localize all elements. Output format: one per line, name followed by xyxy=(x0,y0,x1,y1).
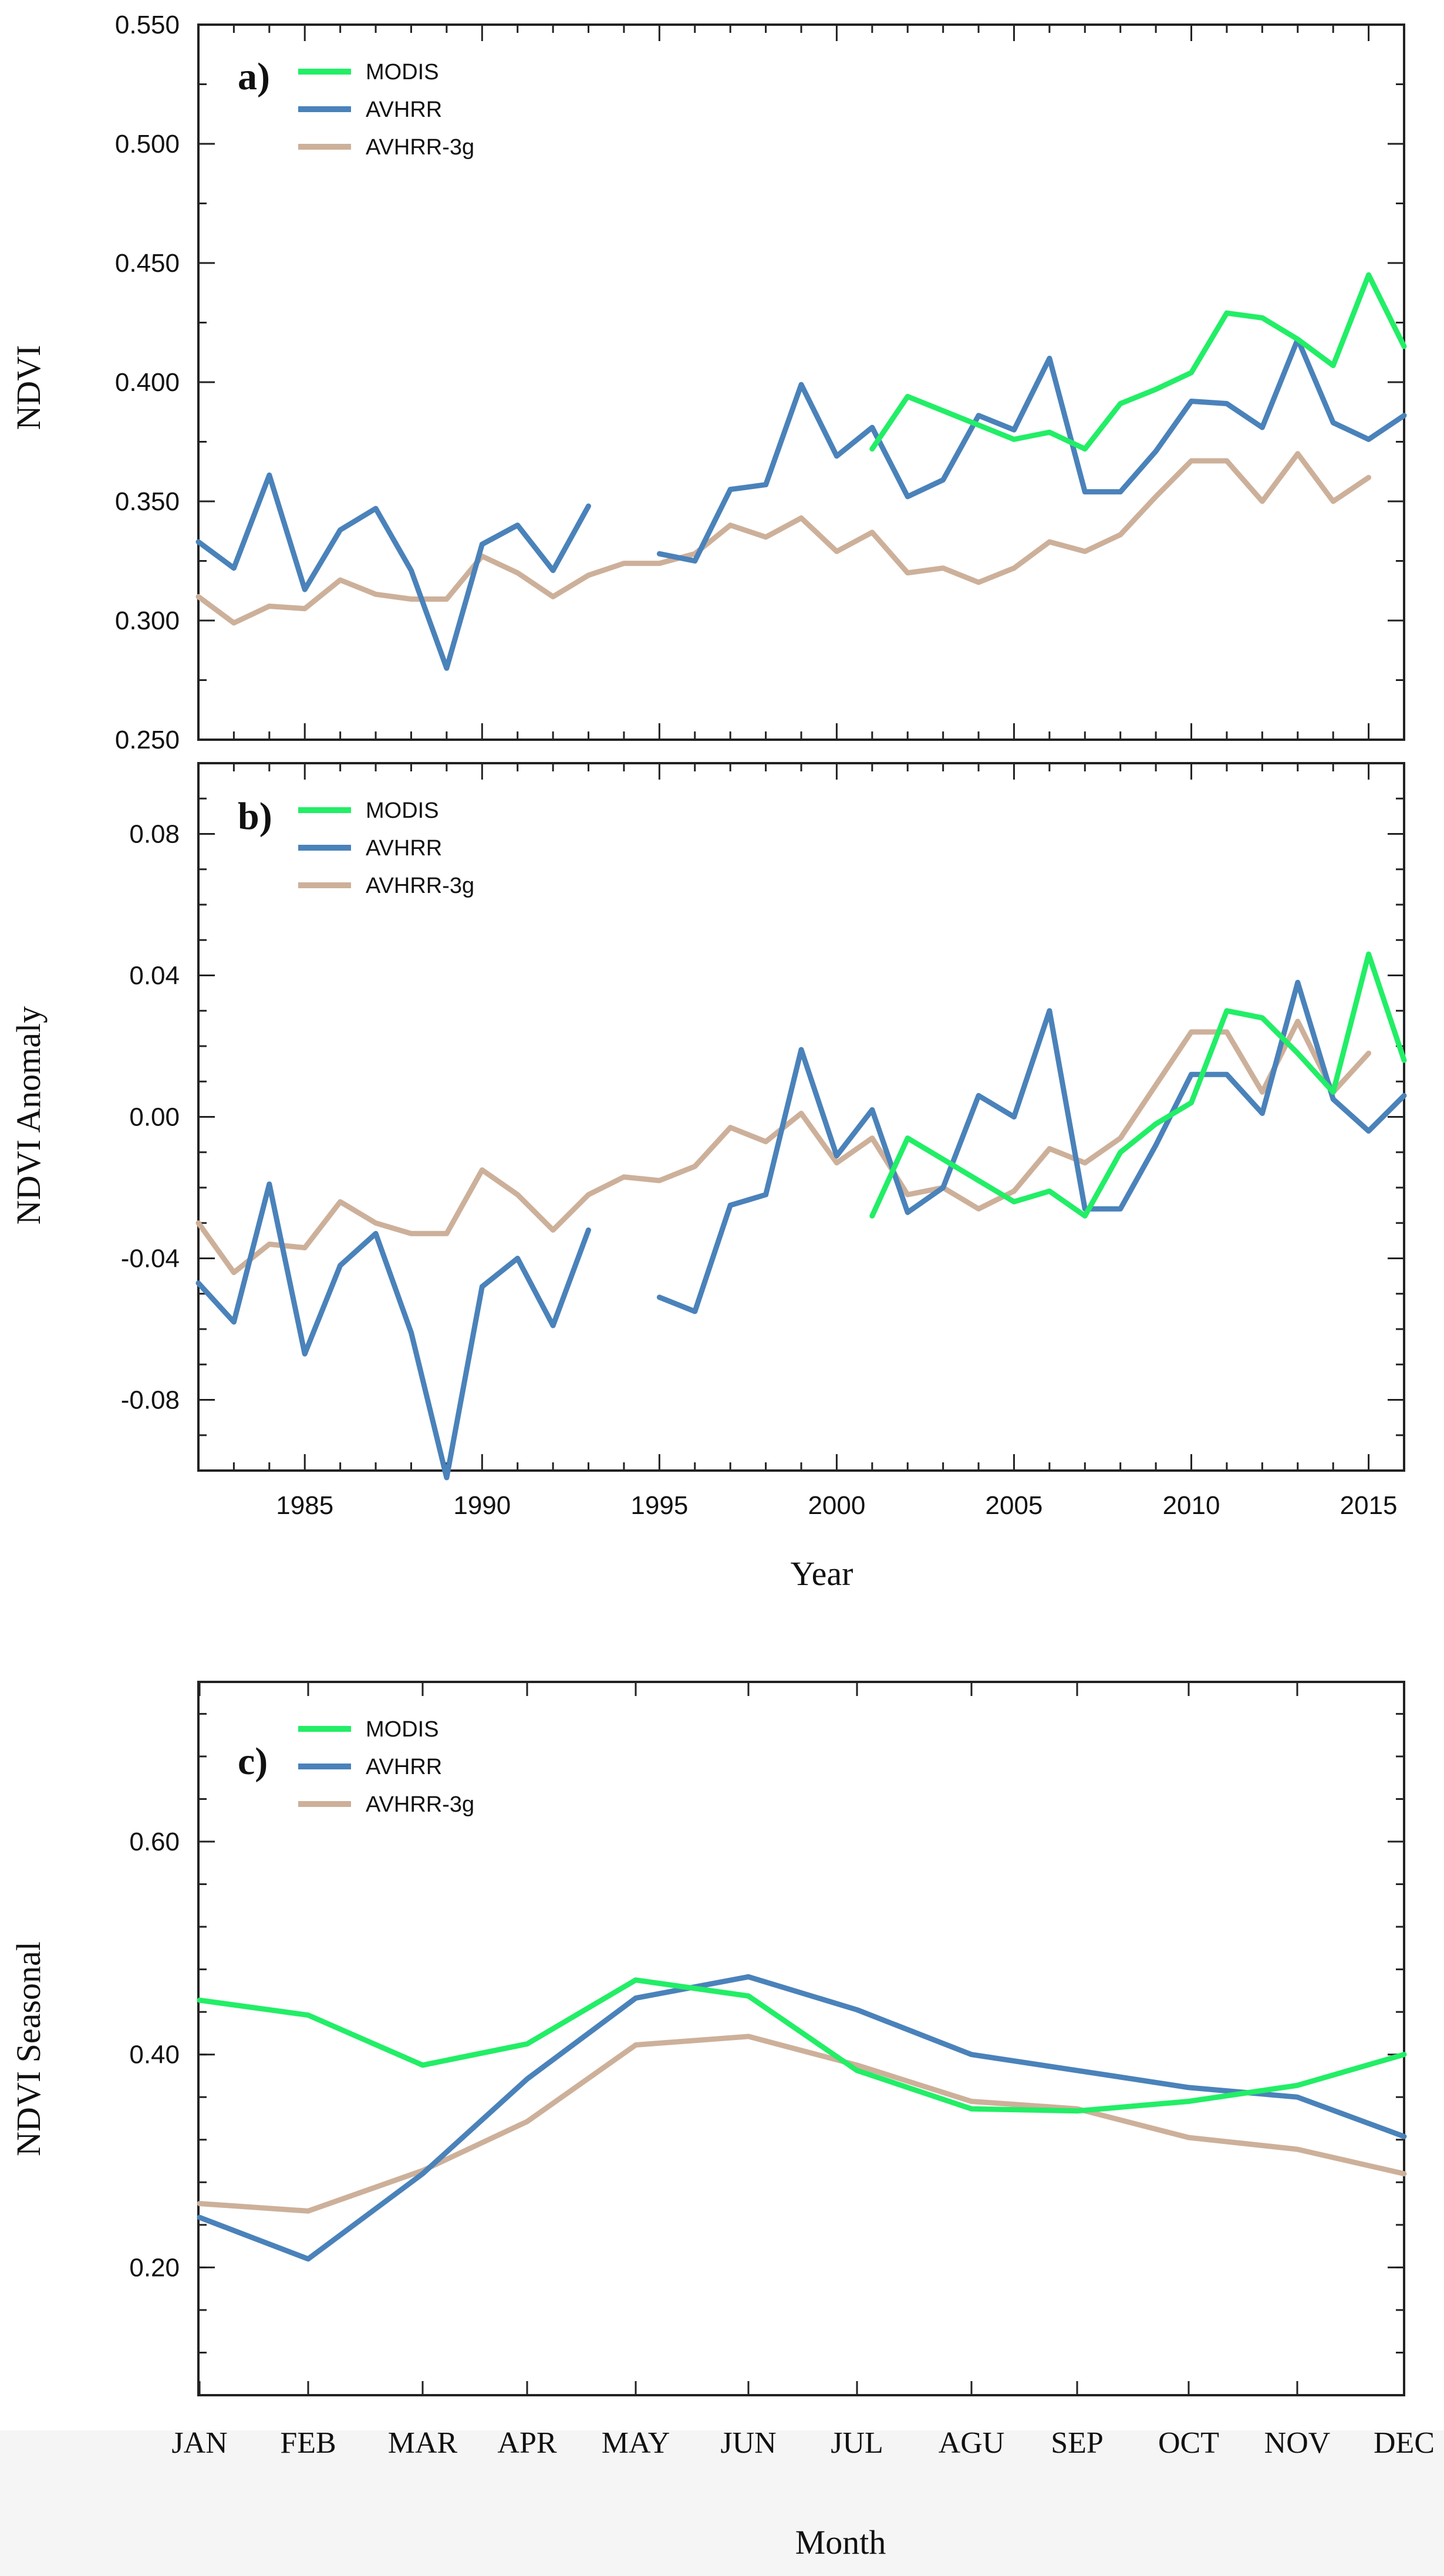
bottom-band xyxy=(0,2430,1444,2576)
panel-a-ytick-label: 0.400 xyxy=(115,368,180,397)
month-axis-title: Month xyxy=(795,2523,886,2561)
panel-a-ylabel: NDVI xyxy=(9,345,48,430)
panel-c-month-label: JUN xyxy=(720,2426,776,2460)
panel-c-frame xyxy=(197,1681,1405,2396)
panel-b-series-avhrr xyxy=(195,980,1407,1481)
panel-b-legend-label-avhrr-3g: AVHRR-3g xyxy=(366,874,474,898)
panel-b-ytick-label: 0.00 xyxy=(129,1103,180,1132)
panel-c-ytick-label: 0.20 xyxy=(129,2253,180,2282)
panel-a-series-modis xyxy=(869,272,1407,452)
panel-a-ytick-label: 0.350 xyxy=(115,487,180,516)
panel-a-ytick-label: 0.550 xyxy=(115,11,180,39)
panel-b-ytick-label: 0.04 xyxy=(129,962,180,990)
panel-c-month-label: DEC xyxy=(1374,2426,1435,2460)
panel-c-label: c) xyxy=(238,1740,268,1783)
panel-a-ytick-label: 0.300 xyxy=(115,606,180,635)
panel-b-xtick-label: 2000 xyxy=(808,1491,865,1520)
panel-a-ytick-label: 0.500 xyxy=(115,130,180,159)
panel-c-legend-label-avhrr-3g: AVHRR-3g xyxy=(366,1792,474,1817)
panel-a-series-avhrr xyxy=(195,336,1407,671)
panel-b-ytick-label: -0.08 xyxy=(121,1386,180,1415)
panel-b-ytick-label: -0.04 xyxy=(121,1245,180,1273)
panels-group: 0.250 0.300 0.350 0.400 0.450 0.500 0.550 MODIS… xyxy=(115,11,1435,2460)
panel-c-month-label: MAR xyxy=(388,2426,458,2460)
panel-c-month-label: JAN xyxy=(171,2426,227,2460)
panel-c-month-label: APR xyxy=(497,2426,556,2460)
panel-b-legend-label-modis: MODIS xyxy=(366,798,439,823)
panel-c-month-label: JUL xyxy=(831,2426,883,2460)
panel-b-xtick-label: 1990 xyxy=(453,1491,511,1520)
panel-a-ytick-label: 0.450 xyxy=(115,249,180,278)
panel-c-ytick-label: 0.60 xyxy=(129,1828,180,1856)
panel-c-ylabel: NDVI Seasonal xyxy=(9,1941,48,2156)
panel-a-series-avhrr-3g xyxy=(195,451,1372,626)
panel-b-ylabel: NDVI Anomaly xyxy=(9,1006,48,1225)
panel-c-series-avhrr xyxy=(197,1974,1407,2262)
panel-b-xtick-label: 2005 xyxy=(986,1491,1043,1520)
panel-c-month-label: SEP xyxy=(1051,2426,1104,2460)
panel-b-xtick-label: 1985 xyxy=(276,1491,333,1520)
panel-b-xtick-label: 2010 xyxy=(1163,1491,1220,1520)
panel-b-ytick-label: 0.08 xyxy=(129,820,180,849)
panel-c-ytick-label: 0.40 xyxy=(129,2041,180,2069)
panel-c-legend-label-avhrr: AVHRR xyxy=(366,1755,442,1779)
panel-b-series-modis xyxy=(869,951,1407,1219)
panel-b-legend-label-avhrr: AVHRR xyxy=(366,836,442,861)
panel-a-label: a) xyxy=(238,55,270,98)
panel-c-month-label: MAY xyxy=(602,2426,670,2460)
panel-b-xtick-label: 1995 xyxy=(630,1491,688,1520)
panel-a-ytick-label: 0.250 xyxy=(115,726,180,754)
panel-a-legend-label-modis: MODIS xyxy=(366,60,439,85)
panel-a-legend-label-avhrr-3g: AVHRR-3g xyxy=(366,135,474,160)
panel-b-xtick-label: 2015 xyxy=(1340,1491,1398,1520)
panel-c-legend-label-modis: MODIS xyxy=(366,1717,439,1742)
panel-b-label: b) xyxy=(238,795,272,838)
panel-c-series-avhrr-3g xyxy=(197,2034,1407,2214)
panel-c-month-label: NOV xyxy=(1264,2426,1331,2460)
panel-a-legend-label-avhrr: AVHRR xyxy=(366,97,442,122)
panel-c-month-label: OCT xyxy=(1158,2426,1219,2460)
panel-c-month-label: FEB xyxy=(280,2426,336,2460)
year-axis-title: Year xyxy=(791,1555,853,1593)
panel-c-series-modis xyxy=(197,1977,1407,2114)
panel-c-month-label: AGU xyxy=(939,2426,1005,2460)
